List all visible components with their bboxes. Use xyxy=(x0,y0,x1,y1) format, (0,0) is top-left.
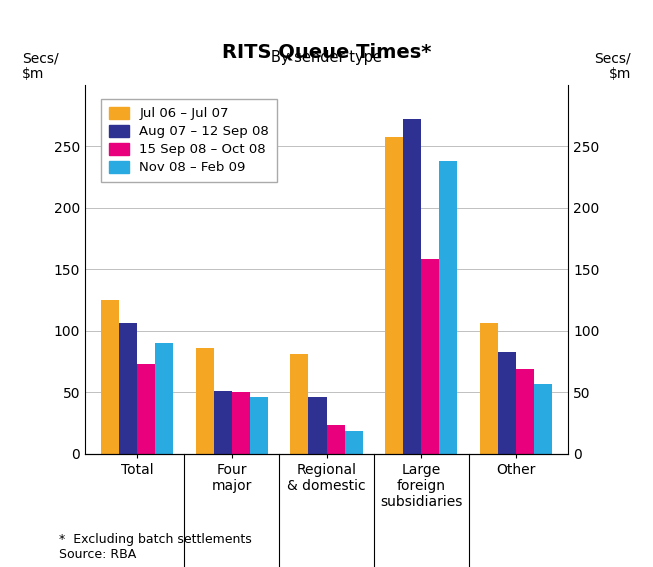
Text: By sender type: By sender type xyxy=(271,50,382,65)
Bar xyxy=(345,431,362,454)
Bar xyxy=(421,260,439,454)
Bar xyxy=(480,323,498,454)
Title: RITS Queue Times*: RITS Queue Times* xyxy=(222,43,431,61)
Text: Secs/
$m: Secs/ $m xyxy=(22,51,59,82)
Bar xyxy=(137,364,155,454)
Bar xyxy=(385,137,404,454)
Bar xyxy=(439,161,457,454)
Text: *  Excluding batch settlements
Source: RBA: * Excluding batch settlements Source: RB… xyxy=(59,534,251,561)
Bar xyxy=(326,425,345,454)
Bar xyxy=(291,354,308,454)
Bar xyxy=(534,383,552,454)
Bar xyxy=(498,352,516,454)
Bar xyxy=(196,348,214,454)
Bar xyxy=(308,397,326,454)
Bar xyxy=(119,323,137,454)
Bar xyxy=(155,343,173,454)
Legend: Jul 06 – Jul 07, Aug 07 – 12 Sep 08, 15 Sep 08 – Oct 08, Nov 08 – Feb 09: Jul 06 – Jul 07, Aug 07 – 12 Sep 08, 15 … xyxy=(101,99,277,183)
Bar xyxy=(232,392,249,454)
Bar xyxy=(249,397,268,454)
Bar xyxy=(101,300,119,454)
Bar xyxy=(404,120,421,454)
Bar xyxy=(214,391,232,454)
Bar xyxy=(516,369,534,454)
Text: Secs/
$m: Secs/ $m xyxy=(594,51,631,82)
